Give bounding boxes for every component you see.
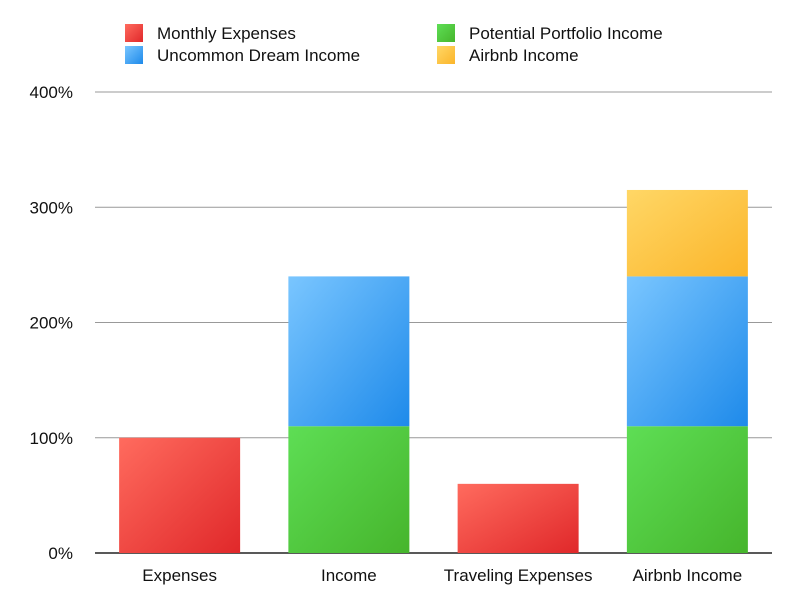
x-axis: Expenses Income Traveling Expenses Airbnb I… [142,566,742,585]
y-tick-label: 400% [30,83,73,102]
bar-expenses-monthly-expenses [119,437,241,553]
legend-label: Airbnb Income [469,46,579,65]
bars [119,189,748,553]
bar-income-potential-portfolio-income [288,426,410,553]
bar-traveling-expenses-monthly-expenses [457,483,579,553]
legend-swatch-airbnb-income [437,46,455,64]
x-tick-label: Income [321,566,377,585]
legend: Monthly Expenses Uncommon Dream Income Pot… [125,24,663,65]
y-tick-label: 0% [48,544,73,563]
legend-label: Monthly Expenses [157,24,296,43]
x-tick-label: Expenses [142,566,217,585]
bar-airbnb-income-uncommon-dream-income [626,276,748,427]
y-axis: 0% 100% 200% 300% 400% [30,83,73,563]
legend-label: Uncommon Dream Income [157,46,360,65]
legend-swatch-monthly-expenses [125,24,143,42]
legend-swatch-uncommon-dream-income [125,46,143,64]
legend-swatch-potential-portfolio-income [437,24,455,42]
x-tick-label: Airbnb Income [633,566,743,585]
bar-income-uncommon-dream-income [288,276,410,427]
x-tick-label: Traveling Expenses [444,566,593,585]
bar-airbnb-income-potential-portfolio-income [626,426,748,553]
bar-airbnb-income-airbnb-income [626,189,748,277]
y-tick-label: 200% [30,314,73,333]
y-tick-label: 300% [30,198,73,217]
legend-label: Potential Portfolio Income [469,24,663,43]
y-tick-label: 100% [30,429,73,448]
